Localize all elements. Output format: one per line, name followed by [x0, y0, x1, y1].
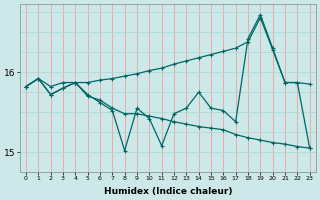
X-axis label: Humidex (Indice chaleur): Humidex (Indice chaleur)	[104, 187, 232, 196]
